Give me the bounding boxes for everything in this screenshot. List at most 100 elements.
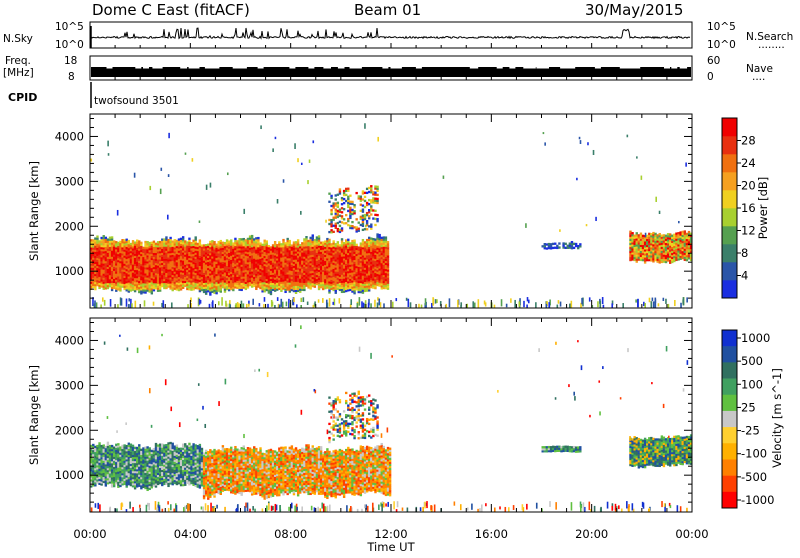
echo-cell <box>100 247 102 249</box>
echo-speck <box>622 303 624 310</box>
echo-cell <box>155 265 157 267</box>
echo-cell <box>278 280 280 282</box>
echo-cell <box>629 231 631 233</box>
echo-cell <box>228 240 230 242</box>
echo-cell <box>644 249 646 251</box>
echo-cell <box>385 267 387 269</box>
echo-cell <box>297 253 299 255</box>
echo-cell <box>343 244 345 246</box>
echo-cell <box>103 243 105 245</box>
echo-cell <box>201 244 203 246</box>
echo-cell <box>640 239 642 241</box>
echo-cell <box>364 259 366 261</box>
echo-cell <box>322 254 324 256</box>
echo-cell <box>675 257 677 259</box>
echo-cell <box>301 289 303 291</box>
echo-cell <box>186 270 188 272</box>
echo-cell <box>341 283 343 285</box>
echo-cell <box>165 265 167 267</box>
echo-cell <box>665 259 667 261</box>
echo-cell <box>328 281 330 283</box>
echo-cell <box>107 287 109 289</box>
echo-cell <box>228 285 230 287</box>
echo-cell <box>330 271 332 273</box>
echo-cell <box>677 238 679 240</box>
echo-cell <box>241 252 243 254</box>
echo-cell <box>307 250 309 252</box>
echo-cell <box>184 256 186 258</box>
echo-speck <box>225 301 227 307</box>
echo-cell <box>253 250 255 252</box>
echo-cell <box>100 239 102 241</box>
echo-cell <box>343 291 345 293</box>
echo-cell <box>105 464 107 466</box>
echo-cell <box>174 284 176 286</box>
echo-cell <box>314 261 316 263</box>
echo-cell <box>103 275 105 277</box>
echo-cell <box>92 286 94 288</box>
echo-cell <box>360 218 362 220</box>
echo-cell <box>197 283 199 285</box>
echo-cell <box>136 242 138 244</box>
echo-cell <box>669 249 671 251</box>
echo-cell <box>222 280 224 282</box>
echo-cell <box>293 258 295 260</box>
echo-cell <box>119 259 121 261</box>
echo-cell <box>103 249 105 251</box>
echo-cell <box>324 255 326 257</box>
echo-cell <box>184 258 186 260</box>
echo-cell <box>341 266 343 268</box>
echo-cell <box>679 252 681 254</box>
echo-cell <box>372 280 374 282</box>
echo-cell <box>679 256 681 258</box>
echo-cell <box>109 269 111 271</box>
echo-cell <box>376 186 378 188</box>
echo-cell <box>100 263 102 265</box>
echo-speck <box>560 302 562 307</box>
echo-cell <box>226 274 228 276</box>
echo-cell <box>297 239 299 241</box>
echo-cell <box>679 231 681 233</box>
echo-cell <box>679 239 681 241</box>
echo-cell <box>293 268 295 270</box>
echo-speck <box>171 302 173 307</box>
echo-cell <box>309 251 311 253</box>
echo-cell <box>182 244 184 246</box>
echo-cell <box>650 237 652 239</box>
echo-cell <box>353 272 355 274</box>
echo-cell <box>109 447 111 449</box>
echo-cell <box>207 280 209 282</box>
echo-cell <box>224 270 226 272</box>
echo-cell <box>274 263 276 265</box>
echo-cell <box>197 279 199 281</box>
echo-cell <box>103 444 105 446</box>
echo-cell <box>96 254 98 256</box>
echo-cell <box>92 470 94 472</box>
echo-cell <box>339 281 341 283</box>
echo-cell <box>117 260 119 262</box>
echo-cell <box>234 246 236 248</box>
echo-cell <box>362 241 364 243</box>
echo-cell <box>172 267 174 269</box>
echo-cell <box>341 273 343 275</box>
echo-cell <box>94 264 96 266</box>
echo-cell <box>213 290 215 292</box>
echo-cell <box>673 252 675 254</box>
echo-cell <box>305 242 307 244</box>
echo-cell <box>182 268 184 270</box>
echo-cell <box>190 256 192 258</box>
echo-cell <box>349 265 351 267</box>
echo-cell <box>684 253 686 255</box>
echo-cell <box>326 248 328 250</box>
echo-cell <box>232 277 234 279</box>
echo-cell <box>126 263 128 265</box>
echo-cell <box>343 222 345 224</box>
echo-cell <box>330 209 332 211</box>
echo-speck <box>267 304 269 308</box>
echo-cell <box>140 258 142 260</box>
echo-cell <box>324 263 326 265</box>
echo-cell <box>303 285 305 287</box>
echo-cell <box>144 247 146 249</box>
echo-speck <box>307 180 309 184</box>
